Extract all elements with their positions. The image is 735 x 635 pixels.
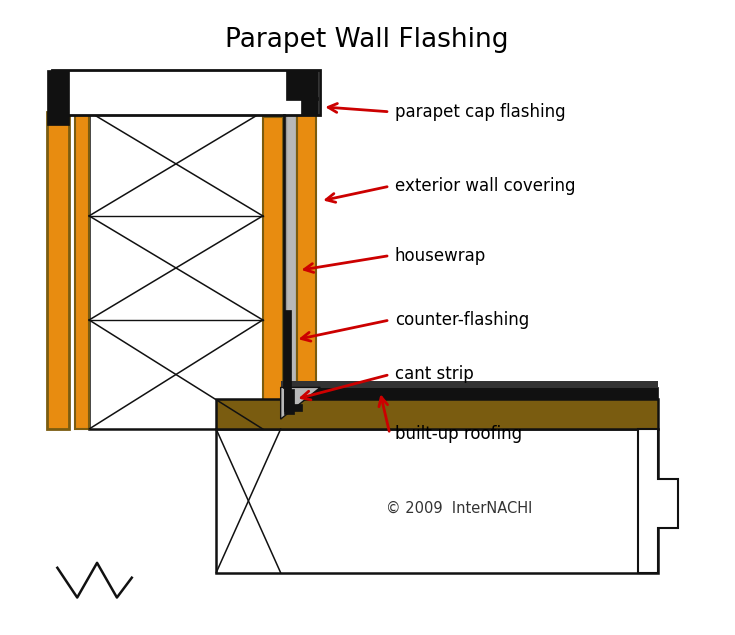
Bar [263,117,283,429]
Polygon shape [638,429,678,573]
Bar [281,382,658,389]
Bar [286,110,295,407]
Bar [296,110,316,407]
Bar [216,399,658,429]
Text: © 2009  InterNACHI: © 2009 InterNACHI [386,501,532,516]
Bar [286,70,318,100]
Text: built-up roofing: built-up roofing [395,425,522,443]
Text: counter-flashing: counter-flashing [395,311,529,329]
Text: Parapet Wall Flashing: Parapet Wall Flashing [225,27,509,53]
Text: cant strip: cant strip [395,366,473,384]
Bar [52,70,320,115]
Bar [284,310,290,409]
Bar [48,112,69,429]
Bar [284,404,301,411]
Text: housewrap: housewrap [395,246,486,265]
Bar [284,389,293,414]
Bar [216,429,658,573]
Text: exterior wall covering: exterior wall covering [395,177,576,195]
Bar [301,97,318,115]
Text: parapet cap flashing: parapet cap flashing [395,103,565,121]
Bar [281,387,658,399]
Bar [89,112,263,429]
Polygon shape [281,387,320,419]
Bar [48,70,69,124]
Bar [75,112,89,429]
